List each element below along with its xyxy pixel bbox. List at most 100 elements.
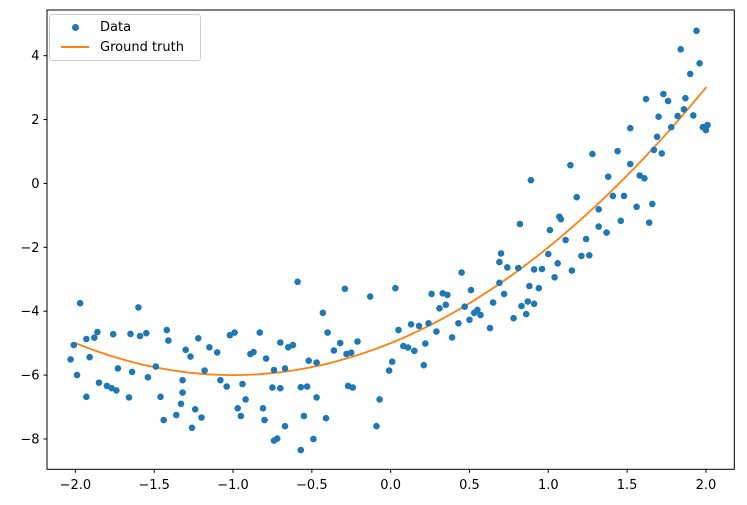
data-point xyxy=(467,286,475,294)
data-point xyxy=(649,200,656,208)
data-point xyxy=(538,265,546,273)
data-point xyxy=(187,353,194,360)
data-point xyxy=(152,363,160,370)
data-point xyxy=(428,290,435,298)
data-point xyxy=(366,293,374,300)
data-point xyxy=(91,334,98,342)
data-point xyxy=(504,264,511,271)
data-point xyxy=(595,206,602,213)
data-point xyxy=(206,344,213,351)
data-point xyxy=(556,213,563,220)
data-point xyxy=(242,396,249,403)
data-point xyxy=(191,406,199,413)
data-point xyxy=(545,250,552,258)
x-tick-label: 1.0 xyxy=(538,478,559,493)
data-point xyxy=(458,269,465,276)
data-point xyxy=(165,337,172,344)
data-point xyxy=(305,357,313,365)
data-point xyxy=(518,302,525,310)
data-point xyxy=(425,320,432,327)
data-point xyxy=(633,203,640,211)
data-point xyxy=(135,304,142,311)
y-tick-label: −4 xyxy=(20,305,39,320)
data-point xyxy=(551,274,558,281)
data-point xyxy=(273,435,281,442)
data-point xyxy=(573,193,580,201)
data-point xyxy=(201,367,208,374)
data-point xyxy=(284,344,292,351)
data-point xyxy=(448,334,456,341)
data-point xyxy=(237,412,245,420)
data-point xyxy=(664,97,672,105)
legend[interactable]: Data Ground truth xyxy=(49,14,201,61)
data-point xyxy=(655,113,662,120)
data-point xyxy=(234,405,241,412)
y-tick-label: −8 xyxy=(20,432,39,447)
x-tick-label: −1.0 xyxy=(217,478,249,493)
data-point xyxy=(294,278,301,286)
data-point xyxy=(474,306,481,314)
data-point xyxy=(157,393,164,401)
data-point xyxy=(163,326,171,334)
data-point xyxy=(83,335,90,343)
x-tick-label: 2.0 xyxy=(696,478,717,493)
y-tick-label: 2 xyxy=(31,113,39,128)
data-point xyxy=(690,112,697,119)
data-point xyxy=(702,126,710,134)
data-point xyxy=(527,176,535,184)
data-point xyxy=(627,124,634,132)
data-point xyxy=(680,106,688,113)
data-marker-icon xyxy=(58,24,92,32)
data-point xyxy=(442,301,450,309)
data-point xyxy=(686,70,694,78)
data-point xyxy=(127,330,134,338)
data-point xyxy=(500,290,508,298)
data-point xyxy=(94,328,101,336)
data-point xyxy=(614,147,621,155)
data-point xyxy=(578,252,585,260)
data-point xyxy=(641,175,648,182)
data-point xyxy=(179,376,186,384)
data-point xyxy=(444,291,451,299)
data-point xyxy=(653,133,661,141)
legend-label-data: Data xyxy=(100,20,132,36)
data-point xyxy=(95,379,103,387)
data-point xyxy=(642,95,650,103)
data-point xyxy=(436,305,443,312)
data-point xyxy=(650,146,658,154)
data-point xyxy=(385,367,393,374)
data-point xyxy=(239,380,246,388)
y-tick-label: −6 xyxy=(20,369,39,384)
data-point xyxy=(486,324,494,332)
x-tick-label: −2.0 xyxy=(60,478,92,493)
data-point xyxy=(595,223,602,230)
data-point xyxy=(336,339,344,347)
data-point xyxy=(696,60,703,67)
data-point xyxy=(277,384,284,392)
data-point xyxy=(497,250,505,257)
data-point xyxy=(297,446,305,454)
data-point xyxy=(231,329,238,336)
data-point xyxy=(461,303,469,311)
data-point xyxy=(70,341,78,349)
data-point xyxy=(455,320,462,327)
data-point xyxy=(300,412,308,420)
data-point xyxy=(617,217,625,225)
data-point xyxy=(109,330,117,338)
data-point xyxy=(567,161,574,169)
data-point xyxy=(313,359,320,366)
data-point xyxy=(217,376,224,384)
data-point xyxy=(530,300,538,308)
data-point xyxy=(489,299,497,306)
data-point xyxy=(667,123,675,131)
data-point xyxy=(177,400,185,408)
line-marker-icon xyxy=(58,46,92,49)
data-point xyxy=(516,220,524,228)
data-point xyxy=(568,267,576,274)
data-point xyxy=(392,284,399,292)
data-point xyxy=(73,371,81,379)
data-point xyxy=(582,235,590,243)
data-point xyxy=(524,298,532,305)
ground-truth-curve xyxy=(74,86,707,377)
